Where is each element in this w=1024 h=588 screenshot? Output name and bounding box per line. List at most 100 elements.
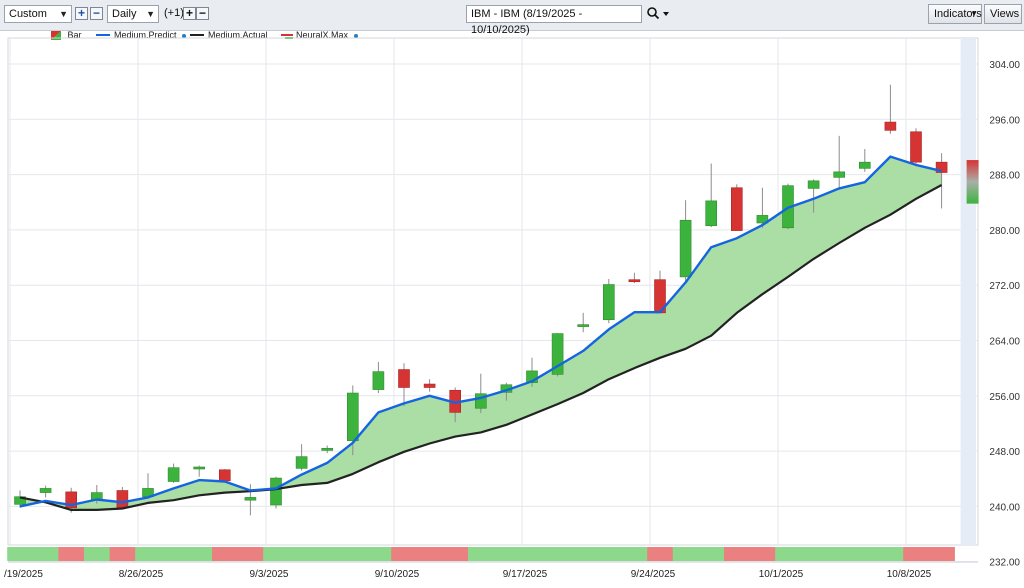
x-tick-label: /19/2025 (4, 569, 43, 580)
line-swatch-icon (190, 34, 204, 36)
candle-body (39, 488, 52, 493)
y-tick-label: 256.00 (989, 392, 1020, 403)
candle-up (602, 278, 615, 324)
y-tick-label: 304.00 (989, 60, 1020, 71)
candle-down (65, 487, 77, 513)
plus-icon: + (185, 6, 193, 20)
signal-band-segment (621, 547, 648, 561)
signal-band-segment (7, 547, 34, 561)
signal-band-segment (135, 547, 162, 561)
chevron-down-icon: ▼ (970, 9, 978, 18)
spread-fill (20, 156, 942, 510)
candle-body (116, 490, 129, 509)
signal-band-segment (698, 547, 725, 561)
candle-body (244, 497, 257, 501)
candle-body (602, 284, 615, 321)
search-button[interactable] (646, 6, 672, 22)
candles (14, 84, 948, 516)
signal-band (7, 547, 955, 561)
signal-band-segment (391, 547, 418, 561)
decrease-offset-button[interactable]: − (196, 7, 209, 20)
candle-up (193, 465, 205, 477)
settings-dot-icon (353, 33, 358, 38)
x-tick-label: 9/10/2025 (375, 569, 420, 580)
views-label: Views (990, 8, 1020, 20)
period-select[interactable]: Daily ▼ (107, 5, 159, 23)
candle-up (295, 444, 308, 471)
line-swatch-icon (96, 34, 110, 36)
x-tick-label: 10/8/2025 (887, 569, 932, 580)
signal-band-segment (314, 547, 341, 561)
range-select[interactable]: Custom ▼ (4, 5, 72, 23)
signal-band-segment (288, 547, 315, 561)
axes: 232.00 240.00 248.00 256.00 264.00 272.00 280.… (4, 60, 1020, 580)
candle-up (14, 490, 26, 508)
plus-icon: + (77, 6, 85, 20)
legend-item-medium-actual[interactable]: Medium.Actual (190, 29, 268, 41)
candle-body (193, 466, 205, 470)
symbol-title-field[interactable]: IBM - IBM (8/19/2025 - 10/10/2025) (466, 5, 642, 36)
increase-offset-button[interactable]: + (183, 7, 196, 20)
signal-band-segment (212, 547, 239, 561)
projection-area (960, 38, 979, 545)
signal-band-segment (877, 547, 904, 561)
signal-band-segment (468, 547, 495, 561)
candle-up (39, 485, 52, 498)
candle-up (679, 200, 692, 284)
signal-band-segment (544, 547, 571, 561)
candle-down (423, 379, 436, 392)
y-tick-label: 288.00 (989, 171, 1020, 182)
signal-band-segment (340, 547, 367, 561)
candle-down (398, 363, 410, 407)
signal-band-segment (647, 547, 674, 561)
candle-up (577, 312, 590, 333)
candle-down (116, 487, 129, 509)
add-chart-button[interactable]: + (75, 7, 88, 20)
y-tick-label: 264.00 (989, 337, 1020, 348)
signal-band-segment (570, 547, 597, 561)
period-select-value: Daily (112, 8, 137, 20)
x-tick-label: 8/26/2025 (119, 569, 164, 580)
toolbar: Custom ▼ + − Daily ▼ (+1) + − IBM - IBM … (0, 0, 1024, 36)
signal-band-segment (800, 547, 827, 561)
candle-body (219, 469, 231, 482)
candle-body (628, 279, 641, 283)
chevron-down-icon: ▼ (146, 9, 155, 19)
candle-up (321, 445, 334, 454)
settings-dot-icon (182, 33, 187, 38)
candle-down (884, 84, 897, 134)
candle-body (884, 121, 897, 131)
signal-band-segment (903, 547, 930, 561)
candle-up (372, 361, 385, 394)
indicators-label: Indicators (934, 8, 982, 20)
y-tick-label: 280.00 (989, 226, 1020, 237)
candle-body (833, 171, 846, 178)
candle-body (270, 477, 282, 506)
candle-up (551, 332, 564, 377)
signal-band-segment (928, 547, 955, 561)
remove-chart-button[interactable]: − (90, 7, 103, 20)
plot-border (7, 37, 979, 546)
signal-band-segment (596, 547, 623, 561)
indicator-lines (19, 155, 943, 511)
signal-band-segment (186, 547, 213, 561)
magnifier-icon (647, 7, 669, 20)
candle-body (730, 187, 743, 231)
signal-band-segment (724, 547, 751, 561)
candle-body (935, 161, 948, 173)
candle-body (577, 324, 590, 327)
candle-body (474, 393, 487, 409)
indicators-button[interactable]: Indicators ▼ (928, 4, 982, 24)
signal-band-segment (160, 547, 187, 561)
candle-body (14, 496, 26, 505)
legend-item-medium-predict[interactable]: Medium.Predict (96, 29, 187, 41)
signal-band-segment (109, 547, 136, 561)
candle-up (858, 149, 871, 172)
x-tick-label: 9/17/2025 (503, 569, 548, 580)
chevron-down-icon: ▼ (59, 9, 68, 19)
candle-down (730, 184, 743, 231)
candle-up (270, 476, 282, 509)
views-button[interactable]: Views (984, 4, 1022, 24)
legend-label: Medium.Predict (114, 30, 177, 40)
